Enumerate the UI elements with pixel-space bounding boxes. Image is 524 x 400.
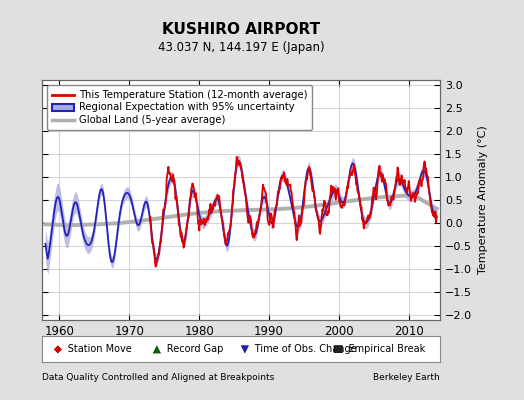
Legend: This Temperature Station (12-month average), Regional Expectation with 95% uncer: This Temperature Station (12-month avera…: [47, 85, 312, 130]
Text: ▼  Time of Obs. Change: ▼ Time of Obs. Change: [241, 344, 357, 354]
Text: ▼: ▼: [241, 344, 249, 354]
Text: ▲  Record Gap: ▲ Record Gap: [154, 344, 224, 354]
Text: Berkeley Earth: Berkeley Earth: [374, 374, 440, 382]
Text: ■: ■: [333, 344, 342, 354]
Text: 43.037 N, 144.197 E (Japan): 43.037 N, 144.197 E (Japan): [158, 41, 324, 54]
Text: ◆: ◆: [54, 344, 62, 354]
Text: ◆  Station Move: ◆ Station Move: [54, 344, 132, 354]
Y-axis label: Temperature Anomaly (°C): Temperature Anomaly (°C): [478, 126, 488, 274]
Text: Data Quality Controlled and Aligned at Breakpoints: Data Quality Controlled and Aligned at B…: [42, 374, 274, 382]
Text: KUSHIRO AIRPORT: KUSHIRO AIRPORT: [162, 22, 320, 38]
Text: ■  Empirical Break: ■ Empirical Break: [333, 344, 425, 354]
Text: ▲: ▲: [154, 344, 161, 354]
